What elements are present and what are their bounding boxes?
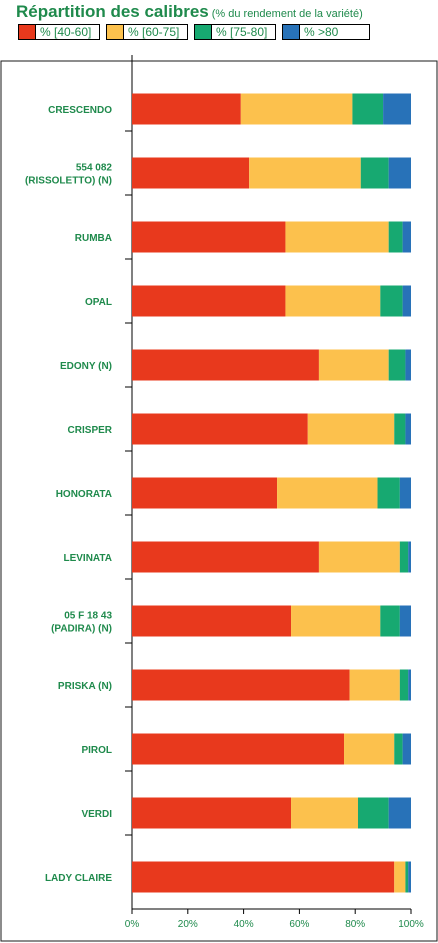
bar-segment: [132, 285, 286, 317]
bar-segment: [380, 285, 403, 317]
category-label: CRISPER: [68, 425, 113, 436]
bar-segment: [291, 797, 358, 829]
bar-segment: [380, 605, 400, 637]
bar-segment: [318, 349, 389, 381]
x-tick-label: 20%: [178, 919, 198, 930]
category-label: RUMBA: [75, 233, 112, 244]
bar-segment: [132, 477, 278, 509]
bar-segment: [399, 541, 409, 573]
bar-segment: [405, 413, 411, 445]
category-label: PRISKA (N): [58, 681, 112, 692]
bar-segment: [132, 157, 250, 189]
bar-segment: [394, 733, 403, 765]
bar-segment: [388, 797, 411, 829]
bar-segment: [132, 669, 350, 701]
bar-segment: [132, 861, 395, 893]
category-label: 05 F 18 43: [64, 611, 112, 622]
category-label: LADY CLAIRE: [45, 873, 112, 884]
bar-segment: [377, 477, 400, 509]
x-tick-label: 80%: [345, 919, 365, 930]
legend-item-40-60: % [40-60]: [18, 22, 100, 42]
legend-swatch-75-80: [194, 24, 212, 40]
bar-segment: [388, 221, 403, 253]
category-label: PIROL: [81, 745, 112, 756]
x-tick-label: 60%: [289, 919, 309, 930]
bar-segment: [240, 93, 353, 125]
legend-swatch-60-75: [106, 24, 124, 40]
chart-legend: % [40-60] % [60-75] % [75-80] % >80: [18, 22, 376, 42]
bar-segment: [132, 541, 319, 573]
bar-segment: [408, 861, 411, 893]
bar-segment: [285, 285, 381, 317]
category-label: EDONY (N): [60, 361, 112, 372]
bar-segment: [132, 605, 292, 637]
bar-segment: [291, 605, 381, 637]
bar-segment: [408, 541, 411, 573]
bar-segment: [132, 221, 286, 253]
legend-label-75-80: % [75-80]: [212, 24, 276, 40]
bar-segment: [360, 157, 389, 189]
chart-title: Répartition des calibres: [16, 2, 209, 21]
x-tick-label: 40%: [234, 919, 254, 930]
chart-subtitle: (% du rendement de la variété): [211, 8, 363, 20]
legend-swatch-over-80: [282, 24, 300, 40]
x-tick-label: 0%: [125, 919, 140, 930]
bar-segment: [383, 93, 411, 125]
category-label: CRESCENDO: [48, 105, 112, 116]
bar-segment: [357, 797, 389, 829]
bar-segment: [344, 733, 395, 765]
category-label: (RISSOLETTO) (N): [25, 176, 112, 187]
legend-item-over-80: % >80: [282, 22, 370, 42]
bar-segment: [352, 93, 384, 125]
category-label: VERDI: [81, 809, 112, 820]
legend-item-60-75: % [60-75]: [106, 22, 188, 42]
bar-segment: [132, 413, 308, 445]
category-label: LEVINATA: [63, 553, 112, 564]
bar-segment: [349, 669, 400, 701]
bar-segment: [402, 285, 411, 317]
bar-segment: [307, 413, 395, 445]
bar-segment: [388, 157, 411, 189]
x-tick-label: 100%: [398, 919, 424, 930]
legend-swatch-40-60: [18, 24, 36, 40]
bar-segment: [249, 157, 361, 189]
bar-segment: [277, 477, 378, 509]
bar-segment: [394, 413, 406, 445]
chart-title-block: Répartition des calibres (% du rendement …: [16, 2, 436, 22]
bar-segment: [399, 477, 411, 509]
legend-label-60-75: % [60-75]: [124, 24, 188, 40]
bar-segment: [132, 349, 319, 381]
category-label: HONORATA: [56, 489, 112, 500]
bar-segment: [132, 93, 241, 125]
bar-segment: [132, 733, 345, 765]
bar-segment: [402, 733, 411, 765]
bar-segment: [388, 349, 406, 381]
bar-segment: [318, 541, 400, 573]
bar-segment: [402, 221, 411, 253]
category-label: 554 082: [76, 163, 113, 174]
legend-item-75-80: % [75-80]: [194, 22, 276, 42]
bar-segment: [408, 669, 411, 701]
bar-segment: [399, 605, 411, 637]
bar-segment: [285, 221, 389, 253]
category-label: OPAL: [85, 297, 112, 308]
bar-segment: [132, 797, 292, 829]
legend-label-40-60: % [40-60]: [36, 24, 100, 40]
bar-segment: [405, 861, 409, 893]
legend-label-over-80: % >80: [300, 24, 370, 40]
bar-segment: [399, 669, 409, 701]
category-label: (PADIRA) (N): [51, 624, 112, 635]
bar-segment: [405, 349, 411, 381]
bar-segment: [394, 861, 406, 893]
